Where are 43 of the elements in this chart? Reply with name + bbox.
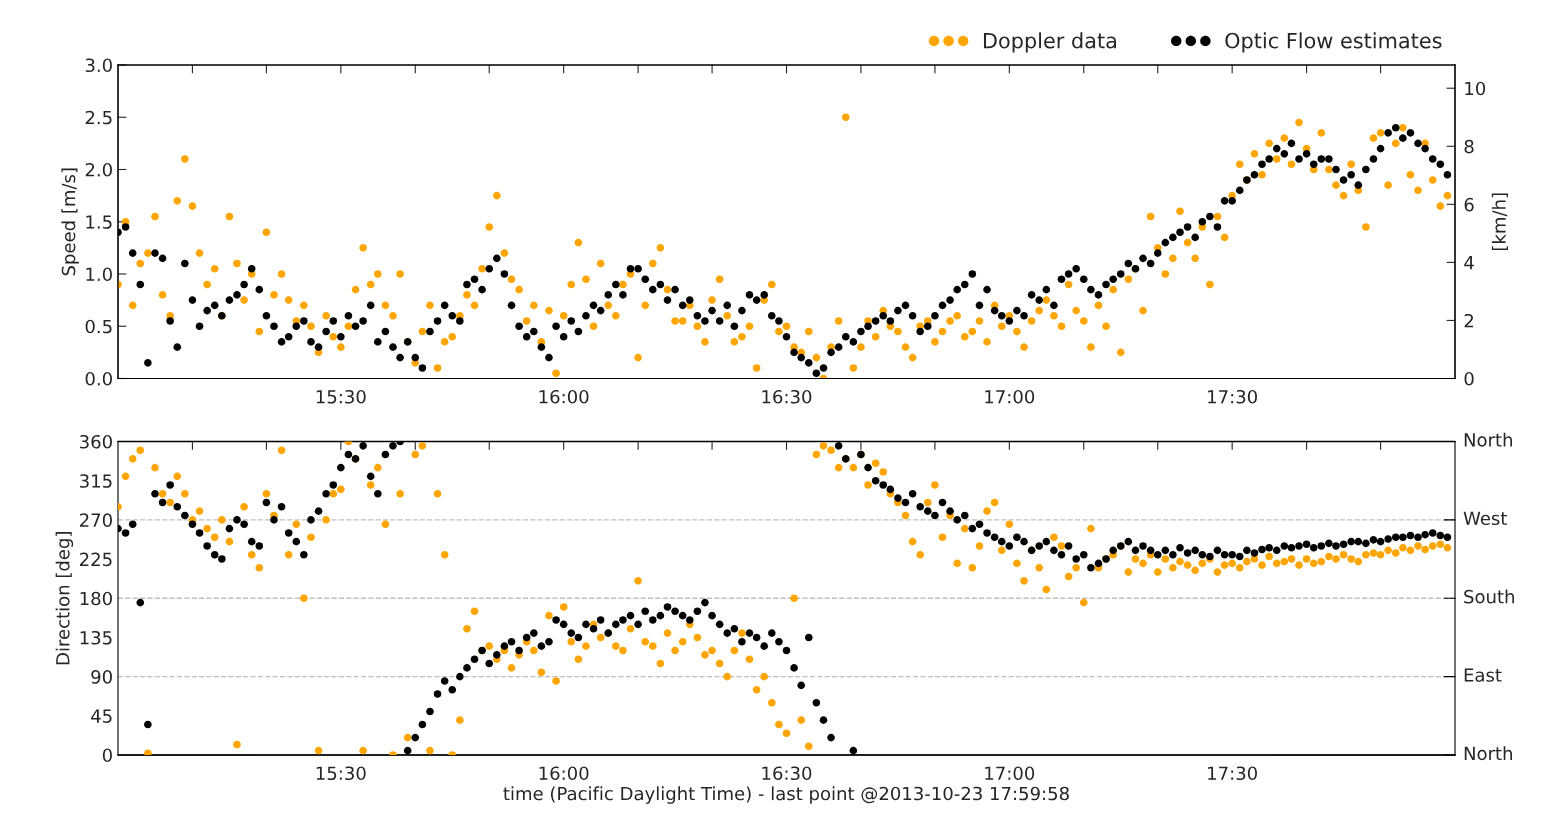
ref-line-label: South bbox=[1464, 589, 1514, 604]
y-tick-label: 1.5 bbox=[86, 215, 112, 229]
ref-line-label: West bbox=[1463, 511, 1507, 526]
y-tick-label: 3.0 bbox=[85, 58, 112, 73]
y-tick-label: 360 bbox=[80, 434, 112, 449]
x-tick-label: 17:00 bbox=[985, 389, 1035, 404]
y2-tick-label: 0 bbox=[1464, 371, 1474, 386]
y-tick-label: 2.0 bbox=[85, 162, 112, 177]
x-tick-label: 15:30 bbox=[316, 766, 366, 781]
y2-tick-label: 10 bbox=[1465, 81, 1486, 96]
ref-line-label: North bbox=[1464, 746, 1512, 761]
x-tick-label: 16:00 bbox=[539, 766, 589, 781]
y-tick-label: 270 bbox=[80, 513, 112, 527]
y2-tick-label: 2 bbox=[1464, 313, 1474, 328]
x-tick-label: 17:30 bbox=[1208, 766, 1257, 781]
x-tick-label: 17:00 bbox=[985, 766, 1035, 781]
y-tick-label: 135 bbox=[80, 630, 112, 645]
x-tick-label: 16:30 bbox=[762, 389, 812, 404]
ref-line-label: East bbox=[1464, 668, 1502, 682]
y-tick-label: 315 bbox=[80, 474, 112, 488]
y-tick-label: 0.0 bbox=[85, 371, 112, 386]
x-tick-label: 16:00 bbox=[539, 389, 589, 404]
y-tick-label: 1.0 bbox=[86, 267, 112, 282]
x-tick-label: 17:30 bbox=[1208, 389, 1257, 404]
y-tick-label: 0.5 bbox=[85, 319, 112, 334]
y-tick-label: 180 bbox=[80, 591, 112, 606]
ref-line-label: North bbox=[1464, 432, 1512, 447]
y-tick-label: 2.5 bbox=[85, 110, 112, 125]
y-tick-label: 0 bbox=[102, 748, 112, 763]
y2-axis-title: [km/h] bbox=[1491, 193, 1508, 251]
x-tick-label: 15:30 bbox=[316, 389, 366, 404]
y-tick-label: 90 bbox=[91, 670, 112, 684]
legend-label: Optic Flow estimates bbox=[1225, 32, 1442, 53]
x-axis-title: time (Pacific Daylight Time) - last point @2013-10-23 17:59:58 bbox=[503, 786, 1069, 804]
y-tick-label: 45 bbox=[91, 709, 112, 723]
y-axis-title: Direction [deg] bbox=[55, 532, 74, 665]
y-tick-label: 225 bbox=[80, 552, 112, 567]
legend-label: Doppler data bbox=[983, 32, 1116, 53]
x-tick-label: 16:30 bbox=[762, 766, 812, 781]
y-axis-title: Speed [m/s] bbox=[61, 168, 79, 276]
y2-tick-label: 8 bbox=[1464, 139, 1474, 154]
y2-tick-label: 6 bbox=[1464, 197, 1474, 212]
y2-tick-label: 4 bbox=[1464, 256, 1474, 270]
